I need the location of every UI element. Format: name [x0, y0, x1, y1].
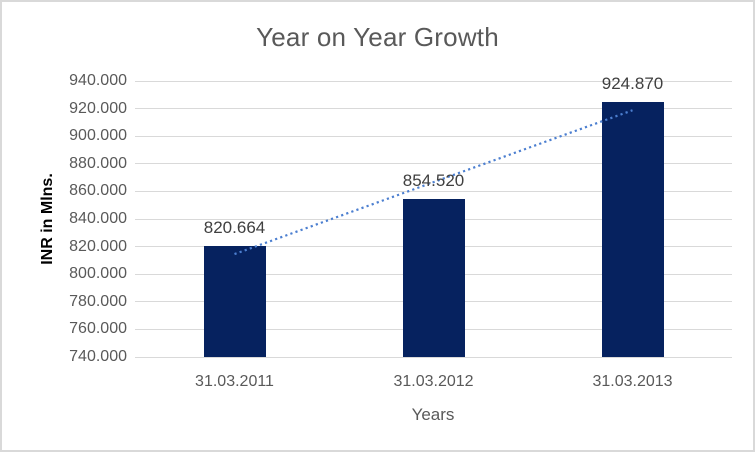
gridline	[135, 356, 732, 358]
data-label: 924.870	[601, 73, 664, 93]
data-label: 854.520	[402, 170, 465, 190]
y-tick-label: 920.000	[69, 99, 127, 117]
gridline	[135, 135, 732, 137]
y-tick-label: 780.000	[69, 292, 127, 310]
x-tick-label: 31.03.2013	[592, 373, 673, 390]
y-tick-label: 820.000	[69, 237, 127, 255]
x-axis-title: Years	[411, 405, 455, 424]
y-tick-label: 880.000	[69, 154, 127, 172]
gridline	[135, 163, 732, 165]
x-tick-label: 31.03.2012	[393, 373, 474, 390]
bar-31.03.2012[interactable]	[402, 198, 465, 357]
data-label: 820.664	[203, 217, 266, 237]
gridline	[135, 80, 732, 82]
x-tick-label: 31.03.2011	[195, 373, 274, 390]
bar-31.03.2013[interactable]	[601, 101, 664, 357]
y-tick-label: 860.000	[69, 182, 127, 200]
y-tick-label: 900.000	[69, 127, 127, 145]
gridline	[135, 108, 732, 110]
gridline	[135, 190, 732, 192]
trendline[interactable]	[234, 109, 633, 256]
y-tick-label: 940.000	[69, 72, 127, 89]
bar-31.03.2011[interactable]	[203, 245, 266, 357]
y-tick-label: 760.000	[69, 320, 127, 338]
y-tick-label: 840.000	[69, 210, 127, 227]
chart-title: Year on Year Growth	[256, 22, 499, 52]
y-tick-label: 800.000	[69, 265, 127, 283]
y-tick-label: 740.000	[69, 348, 127, 365]
